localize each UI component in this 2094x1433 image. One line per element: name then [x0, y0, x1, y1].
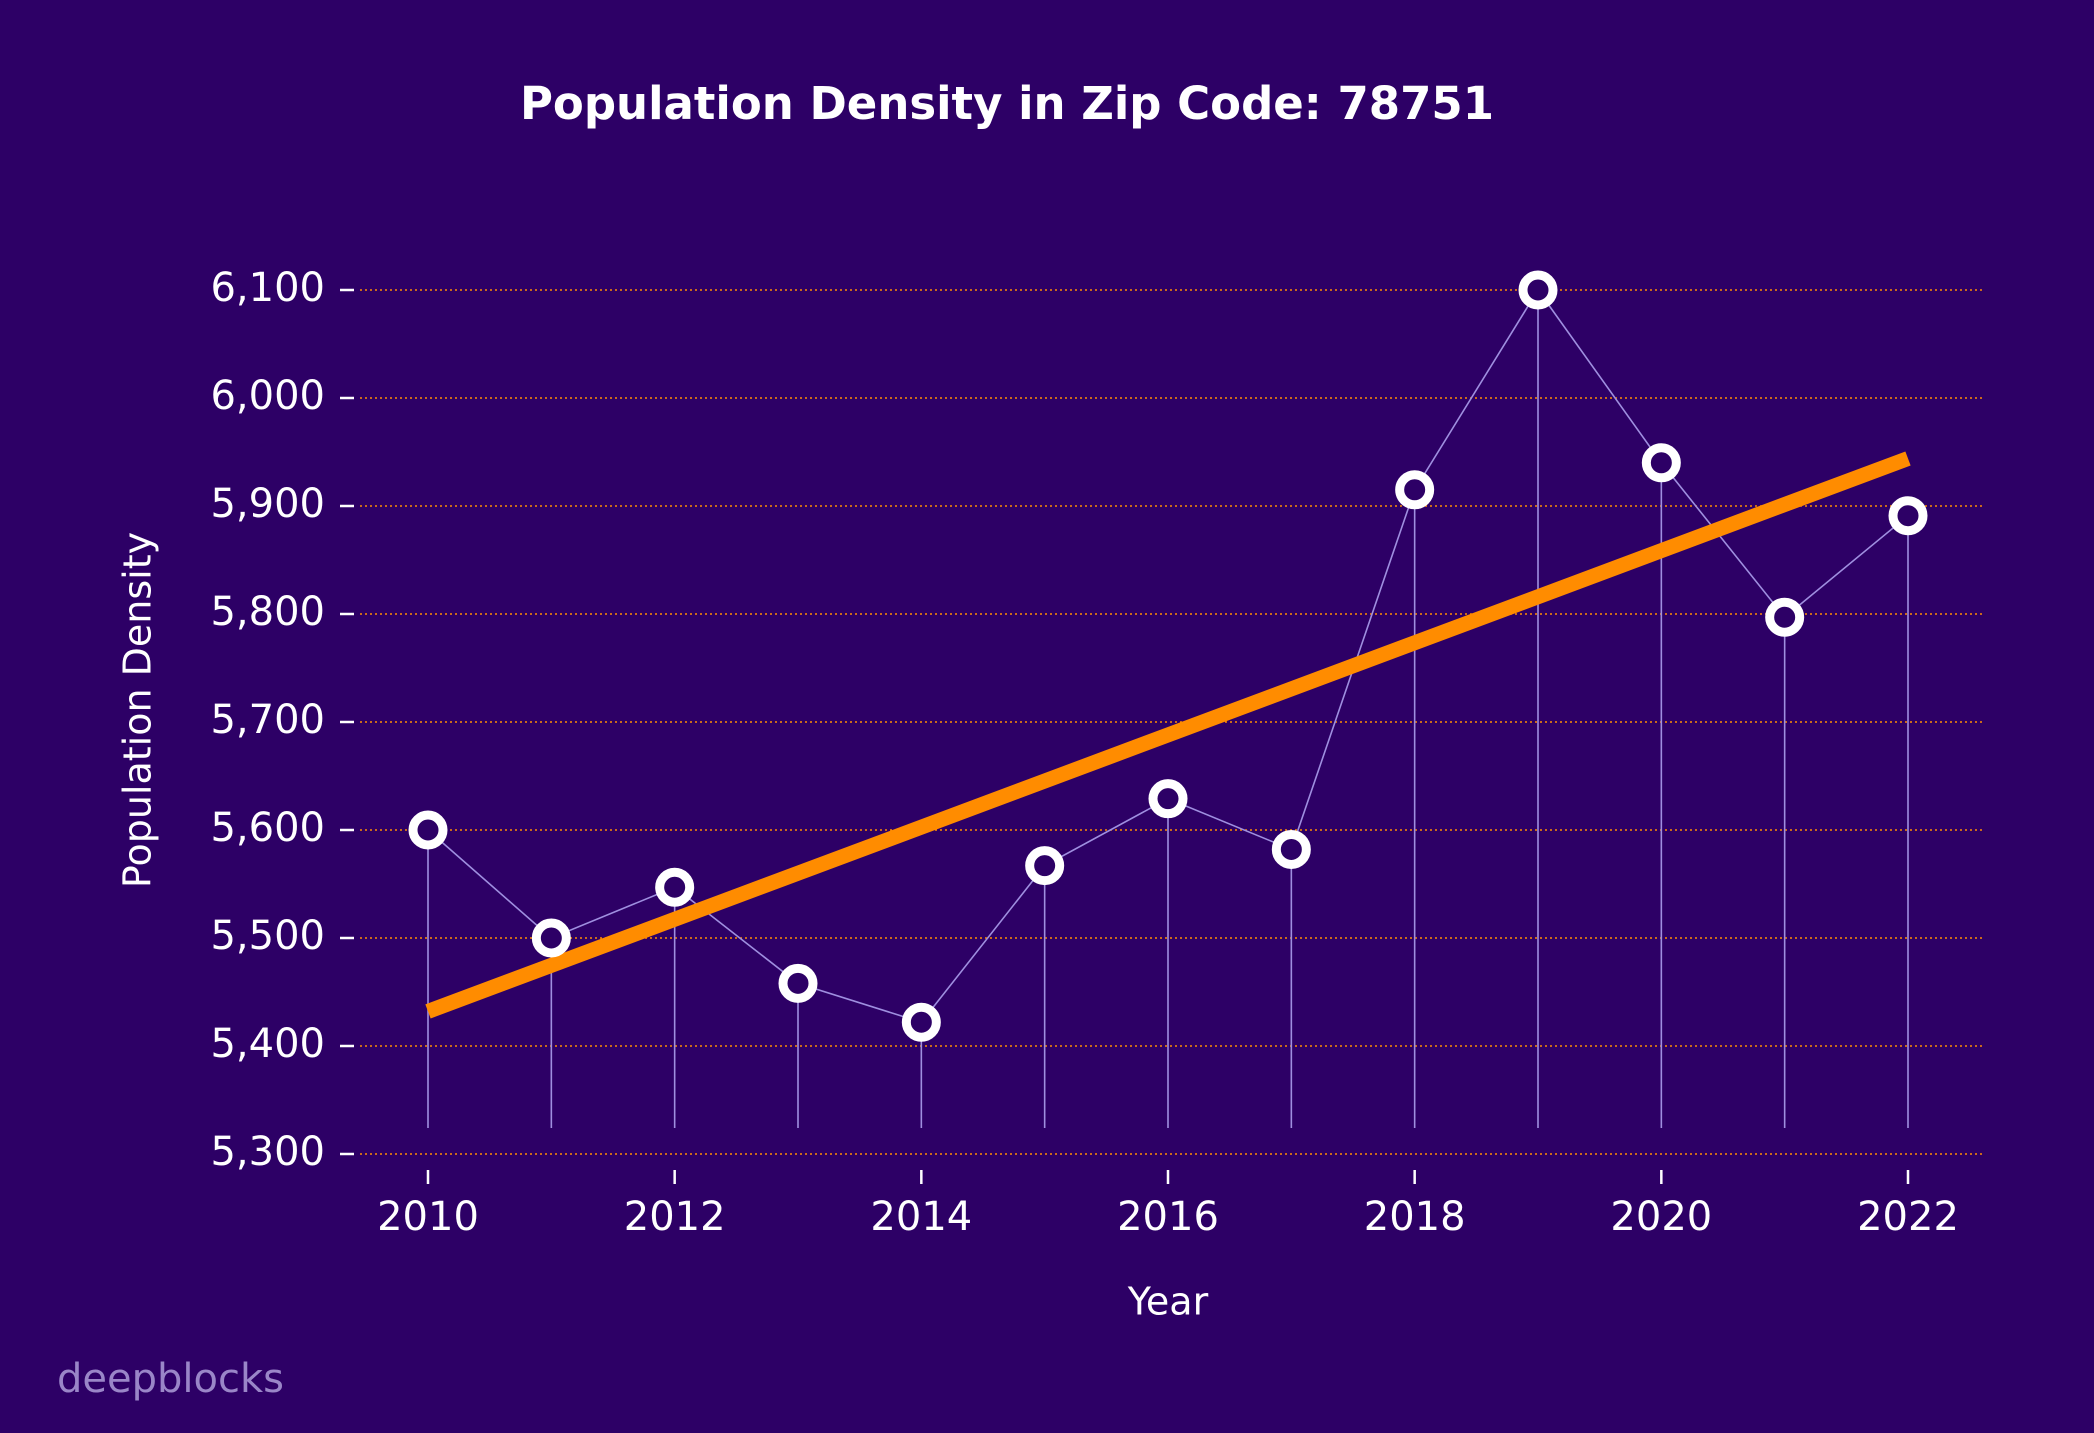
marker [1518, 270, 1558, 310]
y-tick-label: 5,700 [210, 697, 325, 743]
y-tick-label: 5,900 [210, 481, 325, 527]
x-tick-label: 2012 [624, 1194, 726, 1240]
chart-title: Population Density in Zip Code: 78751 [520, 77, 1494, 130]
y-tick-label: 5,600 [210, 805, 325, 851]
x-tick-label: 2020 [1610, 1194, 1712, 1240]
marker [778, 963, 818, 1003]
x-tick-label: 2022 [1857, 1194, 1959, 1240]
x-axis-label: Year [1127, 1280, 1209, 1324]
x-tick-label: 2018 [1364, 1194, 1466, 1240]
y-axis-label: Population Density [116, 532, 160, 888]
y-tick-label: 5,800 [210, 589, 325, 635]
marker [1271, 829, 1311, 869]
y-tick-label: 6,100 [210, 265, 325, 311]
marker [1641, 443, 1681, 483]
marker [655, 867, 695, 907]
y-tick-label: 6,000 [210, 373, 325, 419]
marker [1025, 846, 1065, 886]
x-tick-label: 2016 [1117, 1194, 1219, 1240]
x-tick-label: 2010 [377, 1194, 479, 1240]
y-tick-label: 5,400 [210, 1021, 325, 1067]
y-tick-label: 5,300 [210, 1129, 325, 1175]
marker [1395, 470, 1435, 510]
marker [1888, 496, 1928, 536]
marker [1148, 779, 1188, 819]
marker [408, 810, 448, 850]
marker [531, 918, 571, 958]
marker [1765, 597, 1805, 637]
watermark: deepblocks [57, 1356, 284, 1402]
x-tick-label: 2014 [870, 1194, 972, 1240]
trend-line [425, 451, 1911, 1019]
marker [901, 1002, 941, 1042]
y-tick-label: 5,500 [210, 913, 325, 959]
